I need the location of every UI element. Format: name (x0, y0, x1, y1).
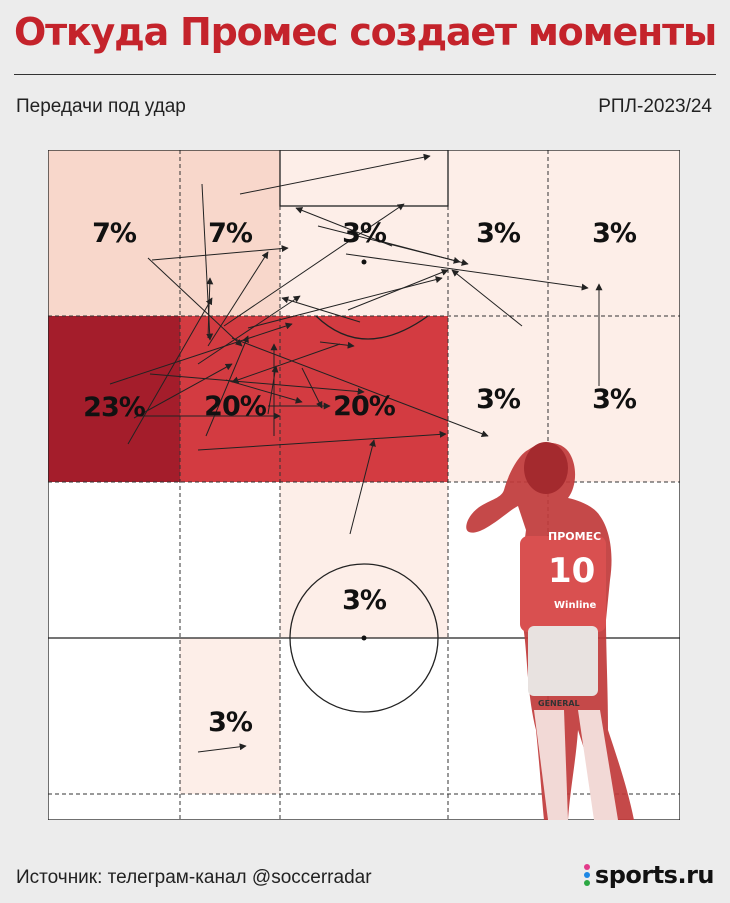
sports-ru-logo: sports.ru (583, 861, 715, 889)
zone-label-center-circle: 3% (342, 584, 387, 616)
svg-text:Winline: Winline (554, 600, 597, 611)
zone-label-second-center: 20% (333, 390, 396, 422)
zone-label-second-left-inner: 20% (204, 390, 267, 422)
zone-label-second-right-inner: 3% (476, 383, 521, 415)
svg-text:GENERAL: GENERAL (538, 699, 580, 708)
svg-text:10: 10 (548, 551, 595, 591)
logo-text: sports.ru (594, 861, 715, 889)
zone-second-left-inner (180, 316, 280, 482)
zone-label-top-left-inner: 7% (208, 217, 253, 249)
zone-second-center (280, 316, 448, 482)
zone-top-right-inner (448, 150, 548, 316)
zone-top-right (548, 150, 680, 316)
zone-second-left (48, 316, 180, 482)
pitch-map: ПРОМЕС 10 Winline GENERAL 7% 7% 3% 3% 3%… (48, 150, 680, 820)
title-divider (14, 74, 716, 75)
zone-label-top-center: 3% (342, 217, 387, 249)
zone-label-top-right-inner: 3% (476, 217, 521, 249)
page-title: Откуда Промес создает моменты (14, 10, 717, 54)
zone-top-left (48, 150, 180, 316)
subtitle: Передачи под удар (16, 96, 186, 117)
zone-label-lower-left-inner: 3% (208, 706, 253, 738)
zone-top-left-inner (180, 150, 280, 316)
source-note: Источник: телеграм-канал @soccerradar (16, 867, 372, 888)
zone-label-top-left: 7% (92, 217, 137, 249)
player-photo: ПРОМЕС 10 Winline GENERAL (466, 442, 634, 820)
zone-label-top-right: 3% (592, 217, 637, 249)
season-label: РПЛ-2023/24 (598, 96, 712, 117)
zone-lower-left-inner (180, 638, 280, 794)
svg-text:ПРОМЕС: ПРОМЕС (548, 530, 601, 543)
logo-dots-icon (583, 862, 592, 888)
zone-top-center (280, 150, 448, 316)
zone-label-second-left: 23% (83, 391, 146, 423)
zone-label-second-right: 3% (592, 383, 637, 415)
pitch-graphic: ПРОМЕС 10 Winline GENERAL (48, 150, 680, 820)
zone-center-circle (280, 482, 448, 638)
